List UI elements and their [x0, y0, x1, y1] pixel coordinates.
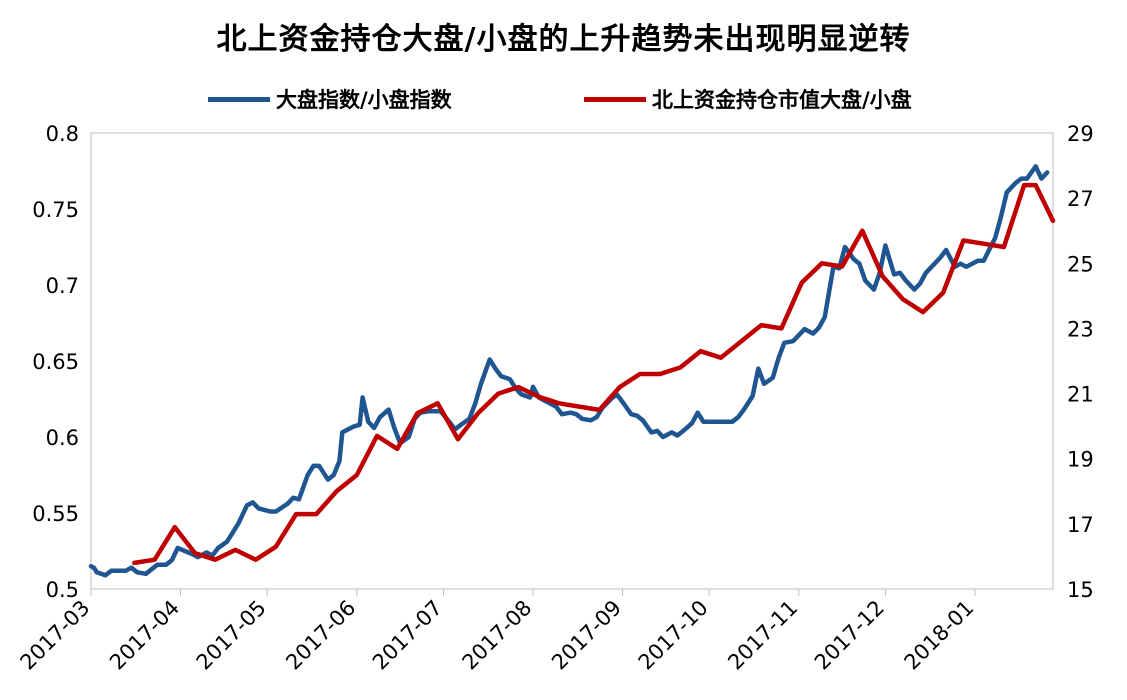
x-tick-label: 2017-03	[16, 596, 95, 675]
legend-item-northbound-holdings: 北上资金持仓市值大盘/小盘	[584, 84, 912, 114]
y2-tick-label: 25	[1067, 252, 1094, 276]
x-tick-label: 2017-05	[192, 596, 271, 675]
y-tick-label: 0.5	[46, 578, 79, 602]
x-tick-label: 2017-12	[810, 596, 889, 675]
x-tick-label: 2018-01	[900, 596, 979, 675]
x-tick-label: 2017-11	[723, 596, 802, 675]
x-tick-label: 2017-08	[458, 596, 537, 675]
y2-tick-label: 27	[1067, 187, 1094, 211]
x-tick-label: 2017-07	[368, 596, 447, 675]
y-tick-label: 0.65	[32, 350, 79, 374]
legend-swatch-blue	[208, 96, 270, 102]
tick-labels: 0.5 0.55 0.6 0.65 0.7 0.75 0.8 15 17 19 21 23 25 27 29…	[16, 122, 1094, 675]
plot-frame	[90, 132, 1054, 590]
series-layer	[88, 164, 1056, 578]
y2-tick-label: 23	[1067, 317, 1094, 341]
x-tick-label: 2017-10	[634, 596, 713, 675]
y2-tick-label: 17	[1067, 513, 1094, 537]
legend-swatch-red	[584, 96, 646, 102]
legend-label: 大盘指数/小盘指数	[276, 88, 452, 112]
axes	[90, 132, 1054, 596]
y2-tick-label: 19	[1067, 448, 1094, 472]
x-tick-label: 2017-04	[105, 596, 184, 675]
y-tick-label: 0.7	[46, 274, 79, 298]
series-line-large-small-index	[88, 164, 1050, 578]
y-tick-label: 0.8	[46, 122, 79, 146]
legend-label: 北上资金持仓市值大盘/小盘	[652, 88, 912, 112]
chart-title: 北上资金持仓大盘/小盘的上升趋势未出现明显逆转	[216, 22, 911, 57]
y-tick-label: 0.6	[46, 426, 79, 450]
y-tick-label: 0.75	[32, 198, 79, 222]
y-tick-label: 0.55	[32, 502, 79, 526]
series-line-northbound-holdings	[132, 182, 1056, 566]
x-tick-label: 2017-06	[281, 596, 360, 675]
y2-tick-label: 15	[1067, 578, 1094, 602]
y2-tick-label: 21	[1067, 383, 1094, 407]
legend-item-large-small-index: 大盘指数/小盘指数	[208, 84, 452, 114]
x-tick-label: 2017-09	[547, 596, 626, 675]
y2-tick-label: 29	[1067, 122, 1094, 146]
